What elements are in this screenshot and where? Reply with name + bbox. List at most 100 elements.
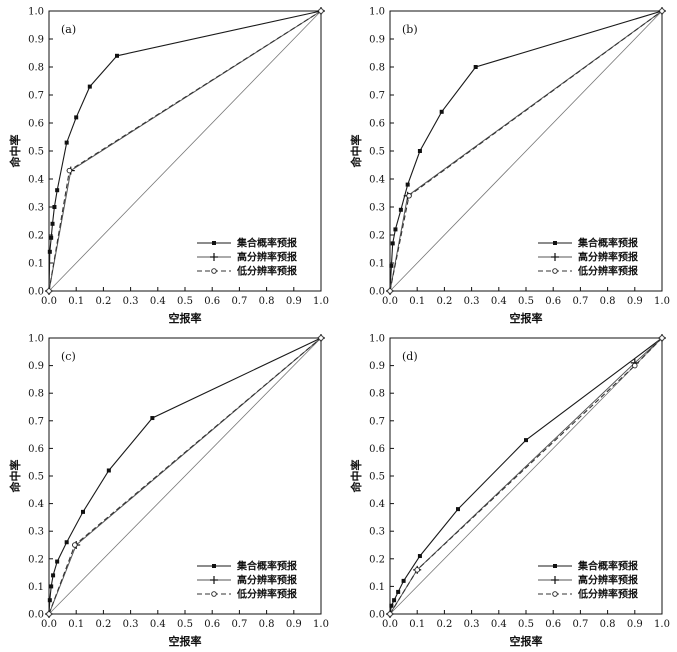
panel-d: 0.0 0.1 0.2 0.3 0.4 0.5 0.6 0.7 0.8 0.9 1.0 0.0 0.1 0…: [349, 334, 670, 649]
legend-label-b-2: 低分辨率预报: [577, 265, 638, 278]
series-point-c-0-6: [81, 509, 85, 514]
legend-label-c-0: 集合概率预报: [236, 560, 297, 573]
y-tick-label-c-2: 0.2: [28, 554, 44, 565]
panel-a: 0.0 0.1 0.2 0.3 0.4 0.5 0.6 0.7 0.8 0.9 1.0 0.0 0.1 0…: [8, 7, 329, 326]
legend-marker-a-2: [211, 268, 217, 274]
y-tick-label-d-2: 0.2: [369, 554, 385, 565]
legend-marker-d-0: [553, 564, 557, 568]
x-tick-label-c-3: 0.3: [123, 619, 139, 630]
legend-label-a-1: 高分辨率预报: [237, 251, 297, 264]
x-tick-label-d-6: 0.6: [545, 619, 561, 630]
series-point-a-0-9: [115, 53, 119, 58]
series-point-a-0-6: [64, 140, 69, 145]
y-tick-label-a-3: 0.3: [28, 203, 44, 214]
series-point-d-0-6: [456, 507, 460, 512]
x-tick-label-c-9: 0.9: [286, 619, 302, 630]
y-tick-label-a-2: 0.2: [28, 231, 44, 242]
y-tick-label-d-6: 0.6: [369, 444, 385, 455]
y-tick-label-d-5: 0.5: [369, 472, 385, 483]
legend-marker-b-2: [552, 268, 558, 274]
series-point-b-0-8: [473, 65, 478, 69]
y-axis-title-c: 命中率: [8, 460, 22, 494]
x-tick-label-c-5: 0.5: [177, 619, 193, 630]
y-tick-label-a-10: 1.0: [28, 7, 44, 18]
y-axis-title-b: 命中率: [349, 135, 363, 169]
x-tick-label-b-6: 0.6: [545, 296, 561, 307]
y-tick-label-b-6: 0.6: [369, 119, 385, 130]
series-point-b-0-6: [417, 149, 422, 153]
legend-marker-c-1: [210, 576, 218, 584]
x-tick-label-d-5: 0.5: [518, 619, 534, 630]
series-point-b-2-0: [387, 288, 393, 294]
y-tick-label-d-10: 1.0: [369, 334, 385, 345]
x-tick-label-c-4: 0.4: [150, 619, 166, 630]
series-point-a-0-5: [55, 188, 60, 193]
x-tick-label-b-3: 0.3: [464, 296, 480, 307]
diagonal-reference-line-c: [48, 337, 322, 615]
x-tick-label-c-7: 0.7: [231, 619, 247, 630]
legend-label-b-0: 集合概率预报: [577, 237, 638, 250]
x-tick-label-b-7: 0.7: [572, 296, 588, 307]
series-point-b-0-2: [390, 241, 395, 246]
y-tick-label-a-0: 0.0: [28, 287, 44, 298]
x-tick-label-d-7: 0.7: [572, 619, 588, 630]
y-tick-label-b-7: 0.7: [369, 91, 385, 102]
x-tick-label-c-6: 0.6: [204, 619, 220, 630]
x-axis-title-d: 空报率: [510, 634, 543, 648]
y-tick-label-c-4: 0.4: [28, 499, 44, 510]
y-tick-label-b-8: 0.8: [369, 63, 385, 74]
legend-label-a-2: 低分辨率预报: [236, 265, 297, 278]
y-axis-title-d: 命中率: [349, 460, 363, 494]
series-point-a-0-7: [74, 115, 79, 120]
y-tick-label-d-4: 0.4: [369, 499, 385, 510]
x-tick-label-d-2: 0.2: [436, 619, 452, 630]
x-tick-label-a-9: 0.9: [286, 296, 302, 307]
x-tick-label-d-10: 1.0: [654, 619, 670, 630]
panel-label-c: (c): [61, 350, 76, 363]
series-point-a-0-8: [87, 84, 92, 89]
x-tick-label-a-2: 0.2: [95, 296, 111, 307]
x-tick-label-b-2: 0.2: [436, 296, 452, 307]
y-axis-title-a: 命中率: [8, 135, 22, 169]
x-tick-label-d-8: 0.8: [600, 619, 616, 630]
y-tick-label-c-10: 1.0: [28, 334, 44, 345]
x-tick-label-c-8: 0.8: [259, 619, 275, 630]
series-point-a-2-0: [46, 288, 52, 294]
series-point-a-2-2: [318, 8, 324, 14]
y-tick-label-a-1: 0.1: [28, 259, 44, 270]
series-point-a-0-3: [50, 221, 55, 226]
y-tick-label-d-3: 0.3: [369, 527, 385, 538]
series-point-b-2-1: [406, 193, 412, 199]
series-line-c-0: [48, 337, 322, 615]
x-tick-label-d-9: 0.9: [627, 619, 643, 630]
x-tick-label-a-0: 0.0: [41, 296, 57, 307]
legend-marker-d-2: [552, 591, 558, 597]
y-tick-label-c-5: 0.5: [28, 472, 44, 483]
legend-marker-a-1: [210, 253, 218, 261]
x-tick-label-a-7: 0.7: [231, 296, 247, 307]
series-point-c-2-2: [318, 335, 324, 341]
x-tick-label-b-5: 0.5: [518, 296, 534, 307]
x-tick-label-a-1: 0.1: [68, 296, 84, 307]
y-tick-label-a-8: 0.8: [28, 63, 44, 74]
series-point-d-2-0: [387, 611, 393, 617]
y-tick-label-a-7: 0.7: [28, 91, 44, 102]
series-point-b-0-7: [439, 109, 444, 114]
series-line-d-2: [389, 337, 663, 615]
y-tick-label-c-7: 0.7: [28, 416, 44, 427]
x-tick-label-b-0: 0.0: [382, 296, 398, 307]
x-axis-title-a: 空报率: [169, 311, 202, 325]
x-tick-label-a-10: 1.0: [313, 296, 329, 307]
x-tick-label-c-10: 1.0: [313, 619, 329, 630]
y-tick-label-d-8: 0.8: [369, 389, 385, 400]
legend-label-b-1: 高分辨率预报: [578, 251, 638, 264]
x-tick-label-a-4: 0.4: [150, 296, 166, 307]
series-point-a-0-1: [47, 249, 52, 254]
series-point-d-0-2: [392, 598, 397, 603]
y-tick-label-a-9: 0.9: [28, 35, 44, 46]
legend-marker-a-0: [212, 241, 216, 245]
series-point-d-2-1: [414, 567, 420, 573]
legend-marker-c-2: [211, 591, 217, 597]
series-point-b-0-5: [405, 182, 410, 187]
series-point-b-0-1: [389, 263, 394, 268]
